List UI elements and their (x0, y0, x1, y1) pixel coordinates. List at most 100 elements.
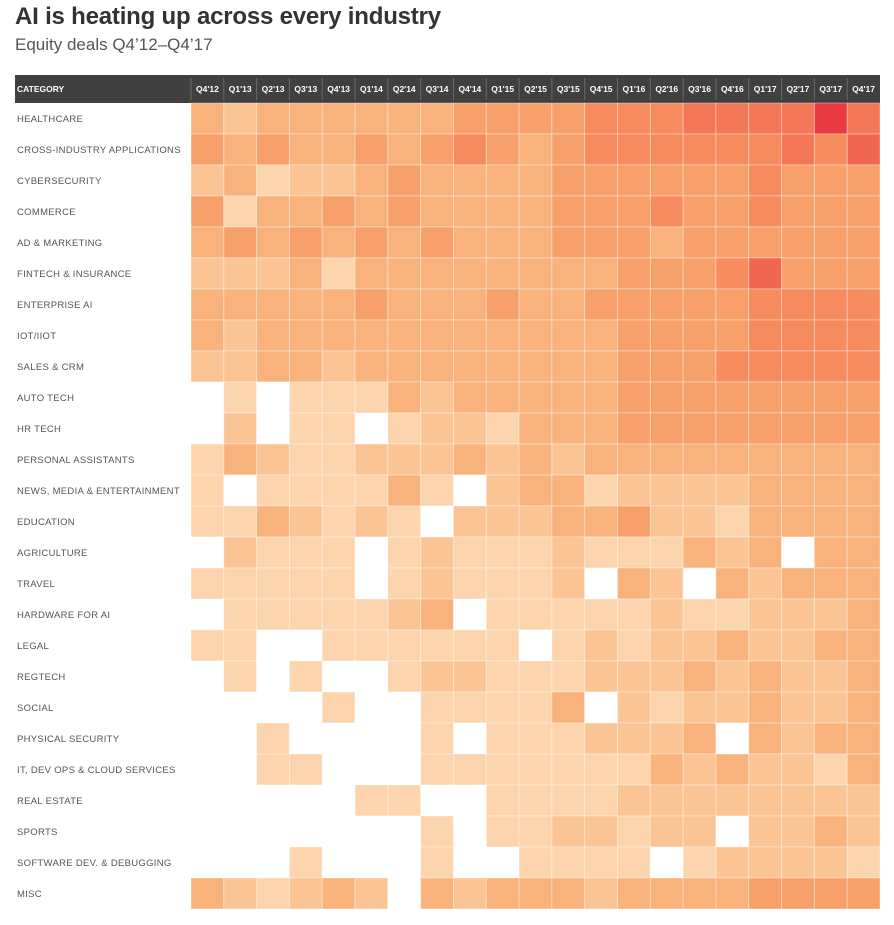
heatmap-cell (518, 164, 553, 197)
heatmap-cell (781, 474, 815, 507)
heatmap-cell (846, 226, 881, 259)
heatmap-cell (321, 629, 356, 662)
heatmap-cell (452, 474, 487, 507)
heatmap-cell (256, 629, 290, 662)
heatmap-cell (518, 350, 553, 383)
heatmap-cell (518, 288, 553, 321)
heatmap-cell (715, 505, 750, 538)
heatmap-cell (748, 443, 783, 476)
heatmap-cell (387, 288, 422, 321)
heatmap-cell (387, 164, 422, 197)
heatmap-cell (321, 195, 356, 228)
heatmap-cell (649, 164, 684, 197)
heatmap-cell (354, 257, 389, 290)
heatmap-cell (420, 443, 454, 476)
heatmap-cell (846, 288, 881, 321)
heatmap-cell (321, 877, 356, 910)
heatmap-cell (420, 133, 454, 166)
heatmap-cell (748, 598, 783, 631)
heatmap-cell (584, 350, 619, 383)
heatmap-cell (354, 753, 389, 786)
heatmap-cell (321, 257, 356, 290)
heatmap-cell (846, 350, 881, 383)
heatmap-cell (715, 567, 750, 600)
heatmap-cell (518, 722, 553, 755)
heatmap-cell (354, 102, 389, 135)
heatmap-cell (682, 505, 717, 538)
heatmap-cell (354, 846, 389, 879)
heatmap-cell (617, 133, 651, 166)
heatmap-cell (584, 505, 619, 538)
heatmap-cell (715, 350, 750, 383)
heatmap-cell (846, 660, 881, 693)
heatmap-cell (223, 753, 258, 786)
heatmap-cell (256, 536, 290, 569)
heatmap-cell (617, 350, 651, 383)
heatmap-cell (223, 350, 258, 383)
heatmap-cell (190, 319, 225, 352)
heatmap-cell (354, 350, 389, 383)
heatmap-cell (256, 350, 290, 383)
heatmap-cell (190, 505, 225, 538)
heatmap-cell (748, 660, 783, 693)
heatmap-cell (452, 195, 487, 228)
heatmap-cell (256, 784, 290, 817)
heatmap-cell (288, 412, 323, 445)
heatmap-cell (682, 691, 717, 724)
heatmap-cell (682, 195, 717, 228)
heatmap-cell (321, 226, 356, 259)
row-label: EDUCATION (17, 517, 75, 528)
heatmap-cell (617, 195, 651, 228)
heatmap-cell (584, 226, 619, 259)
heatmap-cell (485, 567, 520, 600)
heatmap-cell (387, 691, 422, 724)
heatmap-cell (748, 133, 783, 166)
heatmap-cell (190, 195, 225, 228)
heatmap-cell (485, 164, 520, 197)
heatmap-cell (781, 598, 815, 631)
heatmap-cell (748, 629, 783, 662)
heatmap-cell (223, 691, 258, 724)
heatmap-cell (518, 877, 553, 910)
heatmap-cell (485, 319, 520, 352)
heatmap-cell (190, 443, 225, 476)
heatmap-cell (551, 815, 586, 848)
heatmap-cell (649, 691, 684, 724)
row-label: TRAVEL (17, 579, 55, 590)
heatmap-cell (748, 815, 783, 848)
heatmap-cell (420, 567, 454, 600)
heatmap-cell (649, 629, 684, 662)
heatmap-cell (551, 598, 586, 631)
heatmap-cell (748, 412, 783, 445)
heatmap-cell (748, 195, 783, 228)
column-header-label: Q4'13 (327, 84, 350, 94)
heatmap-cell (518, 660, 553, 693)
heatmap-cell (256, 164, 290, 197)
heatmap-cell (288, 164, 323, 197)
heatmap-cell (748, 288, 783, 321)
heatmap-cell (485, 474, 520, 507)
heatmap-cell (846, 784, 881, 817)
heatmap-cell (485, 815, 520, 848)
heatmap-cell (748, 102, 783, 135)
heatmap-cell (485, 753, 520, 786)
heatmap-cell (551, 257, 586, 290)
heatmap-cell (485, 381, 520, 414)
heatmap-cell (617, 536, 651, 569)
heatmap-cell (781, 319, 815, 352)
heatmap-cell (223, 164, 258, 197)
column-header-label: Q1'14 (360, 84, 383, 94)
row-label: REAL ESTATE (17, 796, 83, 807)
heatmap-cell (715, 691, 750, 724)
heatmap-cell (649, 536, 684, 569)
heatmap-cell (452, 567, 487, 600)
heatmap-cell (256, 474, 290, 507)
heatmap-cell (452, 381, 487, 414)
heatmap-cell (288, 443, 323, 476)
heatmap-cell (256, 443, 290, 476)
heatmap-cell (617, 877, 651, 910)
heatmap-cell (420, 412, 454, 445)
heatmap-cell (452, 784, 487, 817)
row-label: SOFTWARE DEV. & DEBUGGING (17, 858, 172, 869)
